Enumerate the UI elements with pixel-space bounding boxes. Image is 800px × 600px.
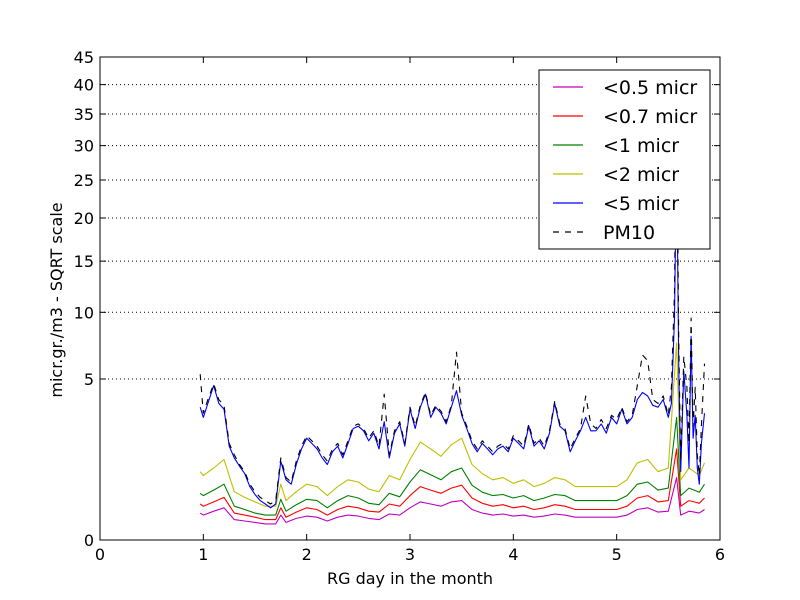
y-tick-label: 30 — [74, 137, 94, 156]
series-line-5-micr — [199, 151, 706, 509]
x-tick-label: 1 — [198, 545, 208, 564]
series-lines — [199, 84, 706, 525]
y-tick-label: 25 — [74, 171, 94, 190]
y-tick-label: 40 — [74, 76, 94, 95]
y-tick-label: 5 — [84, 370, 94, 389]
y-tick-label: 10 — [74, 303, 94, 322]
x-tick-label: 2 — [302, 545, 312, 564]
series-line-0-7-micr — [199, 448, 705, 521]
series-line-1-micr — [199, 416, 705, 516]
legend: <0.5 micr <0.7 micr <1 micr <2 micr <5 micr P… — [538, 69, 711, 250]
x-tick-label: 6 — [715, 545, 725, 564]
series-line-pm10 — [199, 84, 706, 505]
y-tick-label: 45 — [74, 48, 94, 67]
y-tick-label: 0 — [84, 531, 94, 550]
y-axis-label: micr.gr./m3 - SQRT scale — [47, 202, 66, 397]
legend-label: <1 micr — [603, 135, 679, 157]
legend-label: PM10 — [603, 222, 655, 244]
legend-label: <0.5 micr — [603, 77, 697, 99]
x-tick-label: 0 — [95, 545, 105, 564]
y-tick-label: 35 — [74, 105, 94, 124]
x-tick-label: 4 — [508, 545, 518, 564]
legend-label: <0.7 micr — [603, 106, 697, 128]
y-tick-label: 15 — [74, 252, 94, 271]
series-line-0-5-micr — [199, 477, 705, 525]
series-line-2-micr — [199, 342, 706, 507]
x-axis-label: RG day in the month — [327, 569, 493, 588]
legend-label: <2 micr — [603, 164, 679, 186]
x-tick-label: 5 — [612, 545, 622, 564]
legend-label: <5 micr — [603, 193, 679, 215]
x-tick-label: 3 — [405, 545, 415, 564]
legend-frame — [538, 69, 711, 250]
y-tick-label: 20 — [74, 209, 94, 228]
